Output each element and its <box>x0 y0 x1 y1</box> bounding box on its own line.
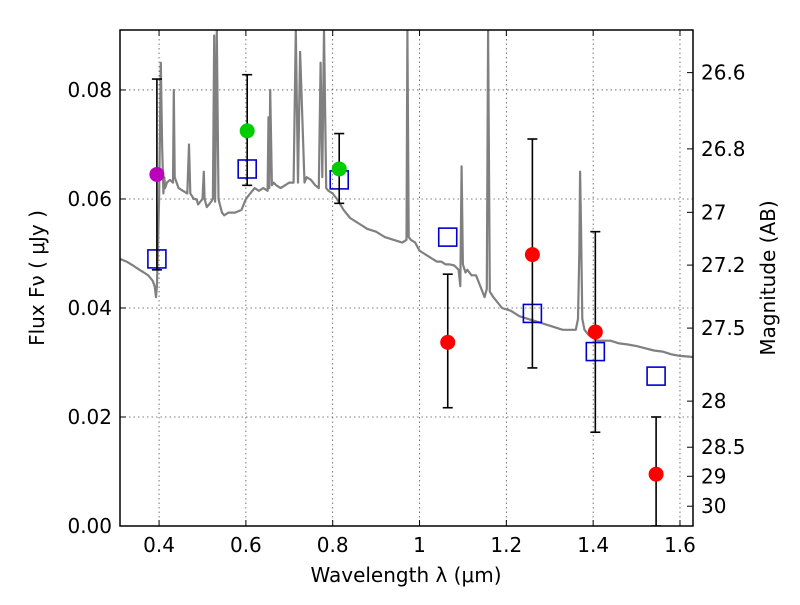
y2-tick-label: 26.6 <box>701 61 746 85</box>
x-tick-label: 0.4 <box>143 533 175 557</box>
y-axis-title: Flux Fν ( μJy ) <box>25 210 49 346</box>
observed-flux-point <box>149 166 165 182</box>
x-tick-label: 1.6 <box>664 533 696 557</box>
observed-flux-point <box>440 334 456 350</box>
x-tick-label: 1 <box>413 533 426 557</box>
y2-tick-label: 28.5 <box>701 435 746 459</box>
y2-tick-label: 28 <box>701 389 726 413</box>
tick-layer: 0.4 0.6 0.8 1 1.2 1.4 1.6 0.00 0.02 0.04 0.06 0.08 2… <box>67 30 746 557</box>
y2-tick-label: 30 <box>701 494 726 518</box>
observed-flux-point <box>587 324 603 340</box>
observed-flux-point <box>331 161 347 177</box>
observed-flux-point <box>648 466 664 482</box>
x-tick-label: 0.6 <box>230 533 262 557</box>
observed-flux-point <box>239 123 255 139</box>
model-sed-line <box>120 30 693 359</box>
model-flux-square <box>437 227 458 247</box>
y2-tick-label: 27.5 <box>701 316 746 340</box>
x-tick-label: 0.8 <box>317 533 349 557</box>
observed-flux-point <box>524 247 540 263</box>
model-flux-square <box>646 366 666 386</box>
y2-tick-label: 27 <box>701 200 726 224</box>
x-axis-title: Wavelength λ (μm) <box>310 563 501 587</box>
model-sed-layer <box>120 30 693 359</box>
y2-tick-label: 29 <box>701 464 726 488</box>
x-tick-label: 1.4 <box>577 533 609 557</box>
y-tick-label: 0.00 <box>67 514 112 538</box>
secondary-y-axis-title: Magnitude (AB) <box>756 200 780 355</box>
y-tick-label: 0.08 <box>67 78 112 102</box>
y-tick-label: 0.02 <box>67 405 112 429</box>
y2-tick-label: 27.2 <box>701 253 746 277</box>
axes-frame <box>119 29 694 527</box>
x-tick-label: 1.2 <box>490 533 522 557</box>
y2-tick-label: 26.8 <box>701 137 746 161</box>
marker-layer <box>147 73 666 526</box>
y-tick-label: 0.04 <box>67 296 112 320</box>
y-tick-label: 0.06 <box>67 187 112 211</box>
